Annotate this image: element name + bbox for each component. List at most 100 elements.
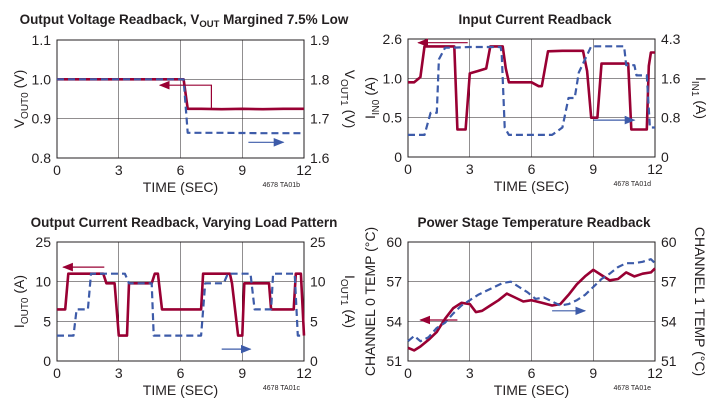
x-tick-label: 6 [528,161,536,177]
series-channel1-line [57,272,304,337]
figure-code-note: 4678 TA01e [614,385,652,392]
y-right-tick-label: 4.3 [661,31,681,47]
chart-title: Power Stage Temperature Readback [417,215,651,230]
y-left-axis-label-post: (V) [11,70,27,93]
x-tick-label: 12 [296,162,312,178]
y-right-axis-label-main: V [342,70,358,80]
y-right-axis-label: CHANNEL 1 TEMP (°C) [692,227,708,376]
y-left-axis-label-post: (A) [362,77,378,100]
y-right-axis-label-main: I [693,77,709,81]
y-left-axis-label: VOUT0 (V) [11,70,31,129]
y-right-axis-label: IOUT1 (A) [338,275,358,328]
x-tick-label: 6 [528,365,536,381]
y-right-axis-label-main: CHANNEL 1 TEMP (°C) [692,227,708,376]
y-right-axis-label-main: I [342,275,358,279]
y-left-tick-label: 2.6 [383,31,403,47]
chart-title-pre: Output Voltage Readback, V [20,12,200,27]
y-left-tick-label: 54 [386,313,402,329]
y-left-axis-label-main: I [11,324,27,328]
y-left-tick-label: 60 [386,234,402,250]
y-left-tick-label: 51 [386,353,402,369]
y-left-axis-label-main: CHANNEL 0 TEMP (°C) [362,227,378,376]
x-tick-label: 9 [589,161,597,177]
y-right-axis-label-sub: OUT1 [338,279,349,306]
x-tick-label: 12 [647,161,663,177]
plot-frame [56,39,305,159]
x-tick-label: 0 [404,365,412,381]
x-tick-label: 0 [53,162,61,178]
figure-code-note: 4678 TA01c [263,385,301,392]
y-left-tick-label: 1.0 [32,71,52,87]
y-left-tick-label: 0 [43,353,51,369]
y-right-tick-label: 1.7 [310,111,330,127]
y-left-axis-label-sub: IN0 [371,99,382,115]
y-right-tick-label: 5 [310,313,318,329]
series-channel1-line [57,78,304,135]
y-right-tick-label: 60 [661,234,677,250]
y-right-axis-label-sub: OUT1 [338,79,349,106]
x-tick-label: 9 [238,365,246,381]
plot-frame [56,241,305,362]
y-right-tick-label: 1.6 [661,70,681,86]
y-left-axis-label-main: I [362,115,378,119]
y-right-tick-label: 57 [661,274,677,290]
y-left-axis-label: CHANNEL 0 TEMP (°C) [362,227,378,376]
y-left-tick-label: 0 [394,149,402,165]
chart-title-post: Margined 7.5% Low [219,12,349,27]
y-left-axis-label: IOUT0 (A) [11,275,31,328]
y-right-tick-label: 0 [661,149,669,165]
y-right-tick-label: 1.9 [310,32,330,48]
y-left-tick-label: 0.5 [383,110,403,126]
x-tick-label: 6 [177,162,185,178]
series-channel1-line [407,258,656,343]
x-tick-label: 9 [238,162,246,178]
y-right-axis-label-post: (A) [342,306,358,329]
x-tick-label: 3 [115,162,123,178]
y-left-tick-label: 0.8 [32,150,52,166]
x-tick-label: 3 [115,365,123,381]
x-axis-label: TIME (SEC) [494,178,569,194]
series-channel0-line [407,267,656,352]
chart-title: Output Voltage Readback, VOUT Margined 7… [20,12,349,30]
y-right-tick-label: 10 [310,274,326,290]
y-right-axis-label: IIN1 (A) [689,77,709,119]
y-right-axis-label-post: (V) [342,106,358,129]
y-right-tick-label: 1.8 [310,71,330,87]
x-axis-label: TIME (SEC) [143,179,218,195]
axis-arrow-left [158,80,212,109]
x-axis-label: TIME (SEC) [143,382,218,398]
series-channel1-line [408,45,655,136]
figure-code-note: 4678 TA01d [614,181,652,188]
x-tick-label: 0 [53,365,61,381]
chart-panel-1: Output Voltage Readback, VOUT Margined 7… [11,12,358,195]
y-left-tick-label: 0.9 [32,111,52,127]
y-left-axis-label-post: (A) [11,275,27,298]
chart-title-sub: OUT [199,19,219,30]
y-right-tick-label: 51 [661,353,677,369]
plot-frame [407,38,656,158]
plot-frame [407,241,656,362]
y-left-axis-label-main: V [11,118,27,128]
x-tick-label: 3 [466,365,474,381]
chart-title: Input Current Readback [458,12,612,27]
x-tick-label: 6 [177,365,185,381]
x-tick-label: 12 [647,365,663,381]
x-tick-label: 3 [466,161,474,177]
y-left-tick-label: 57 [386,274,402,290]
y-left-tick-label: 5 [43,313,51,329]
y-left-tick-label: 25 [35,234,51,250]
y-right-tick-label: 25 [310,234,326,250]
y-right-axis-label-post: (A) [693,96,709,119]
y-right-tick-label: 54 [661,313,677,329]
y-left-axis-label: IIN0 (A) [362,77,382,119]
y-right-tick-label: 0.8 [661,110,681,126]
x-axis-label: TIME (SEC) [494,382,569,398]
y-left-tick-label: 1.0 [383,70,403,86]
y-left-tick-label: 1.1 [32,32,52,48]
x-tick-label: 12 [296,365,312,381]
y-left-axis-label-sub: OUT0 [20,297,31,324]
y-right-tick-label: 1.6 [310,150,330,166]
